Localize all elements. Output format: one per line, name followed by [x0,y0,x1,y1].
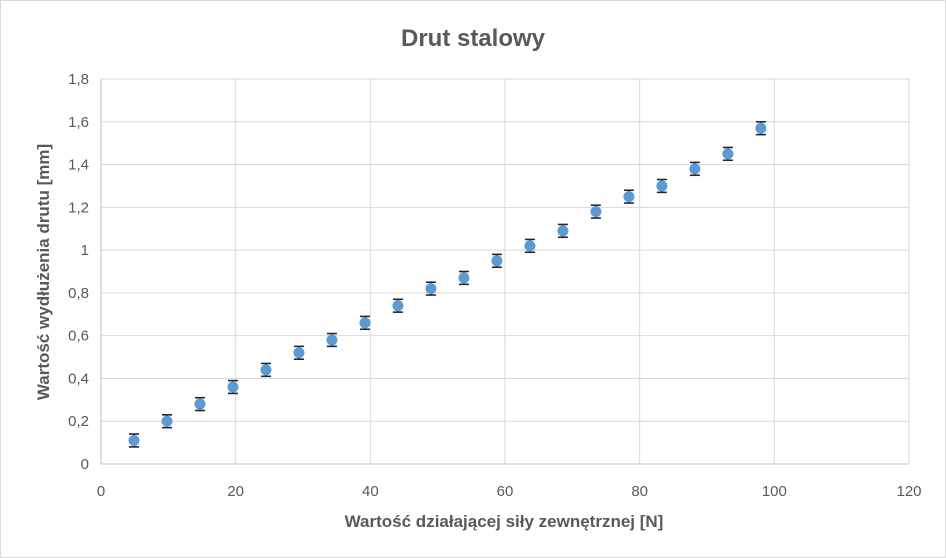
y-tick-label: 0,6 [68,328,89,345]
data-point [293,347,305,359]
x-tick-label: 0 [97,483,105,500]
y-tick-label: 1,8 [68,71,89,88]
x-axis-ticks: 0 20 40 60 80 100 120 [97,483,922,500]
chart-title: Drut stalowy [401,25,546,52]
data-point [656,180,668,192]
x-axis-label: Wartość działającej siły zewnętrznej [N] [345,512,664,531]
data-point [755,122,767,134]
data-point [458,272,470,284]
y-tick-label: 1,6 [68,114,89,131]
data-point [392,300,404,312]
data-point [128,434,140,446]
error-bars [128,120,766,448]
x-tick-label: 20 [227,483,244,500]
data-point [194,398,206,410]
y-tick-label: 1,2 [68,199,89,216]
x-tick-label: 40 [362,483,379,500]
y-tick-label: 0,4 [68,370,89,387]
x-tick-label: 100 [762,483,787,500]
y-tick-label: 1,4 [68,157,89,174]
data-point [359,317,371,329]
data-points [128,122,767,446]
data-point [557,225,569,237]
data-point [722,148,734,160]
gridlines [101,78,910,464]
data-point [260,364,272,376]
data-point [689,163,701,175]
y-axis-label: Wartość wydłużenia drutu [mm] [34,144,53,400]
data-point [425,283,437,295]
x-tick-label: 80 [631,483,648,500]
x-tick-label: 60 [497,483,514,500]
data-point [623,191,635,203]
data-point [227,381,239,393]
data-point [590,206,602,218]
y-tick-label: 0,8 [68,285,89,302]
data-point [524,240,536,252]
y-tick-label: 0,2 [68,413,89,430]
data-point [326,334,338,346]
data-point [491,255,503,267]
y-tick-label: 1 [81,242,89,259]
data-point [161,415,173,427]
y-axis-ticks: 0 0,2 0,4 0,6 0,8 1 1,2 1,4 1,6 1,8 [68,71,89,473]
x-tick-label: 120 [896,483,921,500]
axes [100,79,909,465]
y-tick-label: 0 [81,456,89,473]
